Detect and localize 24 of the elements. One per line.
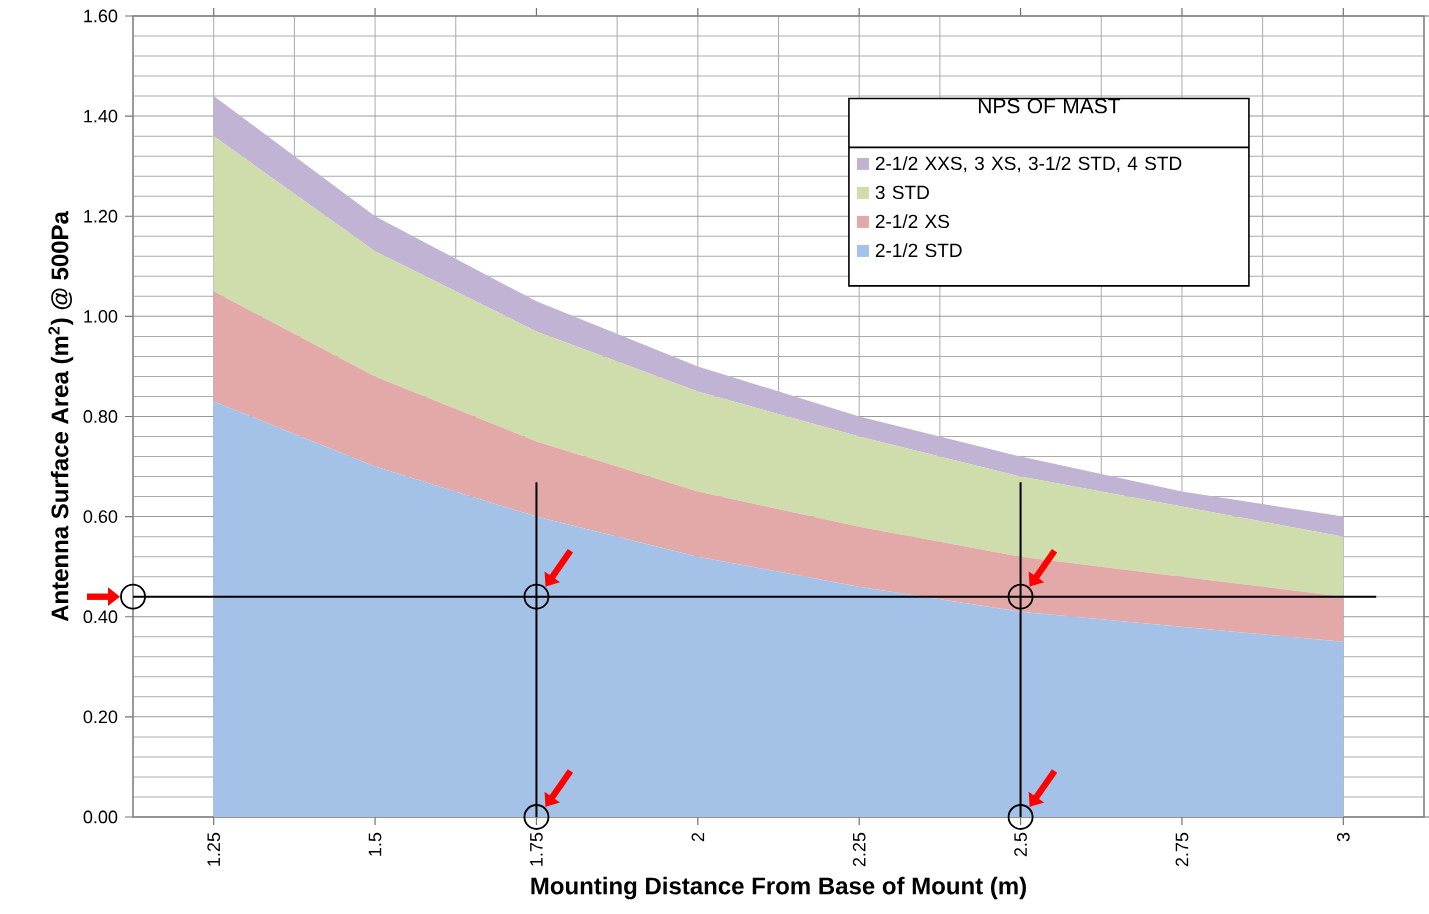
y-tick-label: 1.40 (84, 109, 118, 123)
x-tick-label: 1.75 (530, 832, 543, 866)
x-axis-title: Mounting Distance From Base of Mount (m) (531, 876, 1026, 900)
x-tick-label: 3 (1336, 832, 1350, 842)
x-tick-label: 1.25 (207, 832, 221, 866)
legend-label: 2-1/2 XXS, 3 XS, 3-1/2 STD, 4 STD (875, 156, 1182, 173)
y-tick-label: 0.40 (83, 610, 118, 624)
y-tick-label: 0.60 (83, 510, 118, 523)
x-tick-label: 2.75 (1175, 832, 1189, 867)
legend-label: 2-1/2 XS (875, 214, 950, 229)
x-tick-label: 2 (691, 832, 705, 842)
legend-title: NPS OF MAST (978, 98, 1121, 114)
y-tick-label: 0.00 (83, 810, 118, 824)
y-tick-label: 1.60 (84, 9, 118, 23)
x-tick-label: 2.25 (852, 832, 866, 867)
y-tick-label: 0.80 (83, 410, 118, 423)
y-axis-title: Antenna Surface Area (m$^{2}$) @ 500Pa (48, 210, 74, 622)
y-tick-label: 1.20 (84, 209, 118, 223)
y-tick-label: 0.20 (83, 710, 118, 724)
legend-label: 3 STD (875, 185, 929, 200)
y-tick-label: 1.00 (84, 309, 118, 323)
x-tick-label: 1.5 (368, 832, 382, 856)
legend-label: 2-1/2 STD (875, 243, 962, 258)
x-tick-label: 2.5 (1014, 832, 1027, 857)
